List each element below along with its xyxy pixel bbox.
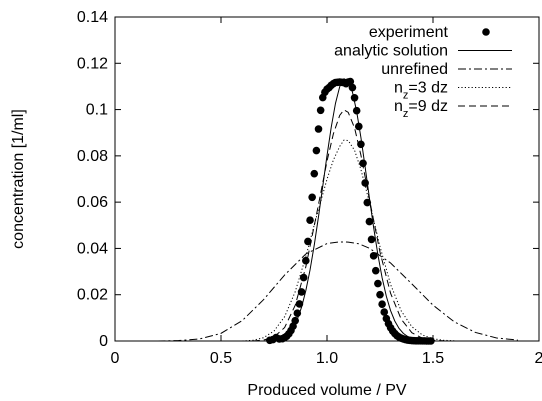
data-point: [312, 146, 321, 155]
plot-frame: [114, 16, 540, 342]
y-tick-label: 0.14: [77, 9, 108, 26]
legend-marker: [482, 28, 490, 36]
data-point: [316, 106, 325, 115]
y-tick-label: 0.04: [77, 240, 108, 257]
data-point: [291, 316, 300, 325]
y-tick-label: 0.06: [77, 194, 108, 211]
legend-label: nz=9 dz: [394, 98, 448, 120]
data-point: [346, 77, 355, 86]
legend-label: unrefined: [381, 61, 448, 78]
data-point: [299, 273, 308, 282]
data-point: [297, 288, 306, 296]
x-tick-label: 1.0: [316, 350, 338, 367]
y-tick-label: 0.08: [77, 148, 108, 165]
data-point: [369, 252, 378, 260]
axis-ticks: 0 0.5 1.0 1.5 2 0 0.02 0.04 0.06 0.08 0.1 0.12 0.14: [77, 9, 542, 367]
series-layer: [157, 77, 518, 345]
x-tick-label: 1.5: [422, 350, 444, 367]
y-tick-label: 0.12: [77, 55, 108, 72]
data-point: [427, 337, 435, 345]
data-point: [355, 122, 363, 131]
data-point: [378, 300, 386, 309]
data-point: [361, 179, 369, 187]
data-point: [363, 198, 372, 207]
y-tick-label: 0: [99, 333, 108, 350]
data-point: [293, 309, 302, 318]
data-point: [371, 266, 380, 275]
data-point: [348, 83, 357, 92]
data-point: [350, 93, 359, 102]
data-point: [308, 193, 316, 202]
y-tick-label: 0.02: [77, 287, 108, 304]
series-line-unrefined: [157, 241, 518, 342]
legend-label: experiment: [369, 24, 449, 41]
x-tick-label: 2: [535, 350, 542, 367]
data-point: [295, 300, 304, 308]
legend-label: analytic solution: [334, 43, 448, 60]
data-point: [302, 256, 310, 265]
series-line-n-z-9-dz: [252, 109, 444, 342]
y-axis-label: concentration [1/ml]: [10, 109, 27, 249]
x-tick-label: 0.5: [210, 350, 232, 367]
series-line-n-z-3-dz: [242, 139, 455, 342]
data-point: [304, 237, 312, 246]
legend-label: nz=3 dz: [394, 80, 448, 102]
data-point: [357, 140, 365, 149]
x-axis-label: Produced volume / PV: [247, 382, 407, 399]
data-point: [367, 235, 376, 244]
data-point: [374, 279, 382, 288]
data-point: [365, 217, 374, 226]
data-point: [359, 159, 367, 168]
y-tick-label: 0.1: [86, 102, 108, 119]
data-point: [310, 169, 319, 178]
data-point: [376, 290, 384, 299]
data-point: [306, 216, 314, 224]
x-tick-label: 0: [111, 350, 120, 367]
data-point: [314, 125, 323, 133]
data-point: [352, 106, 361, 115]
data-point: [380, 308, 389, 316]
